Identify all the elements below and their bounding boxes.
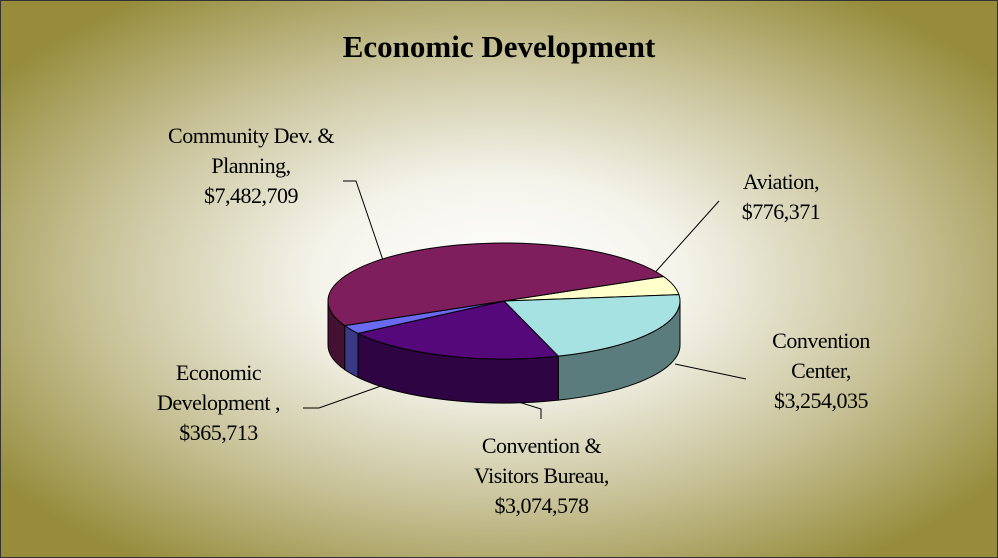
leader-line [343, 180, 387, 270]
category-label: Aviation, [742, 169, 820, 194]
slice-label: Economic Development , $365,713 [136, 358, 301, 448]
category-label: Convention Center, [772, 328, 870, 383]
leader-line [303, 385, 382, 409]
value-label: $365,713 [179, 420, 258, 445]
category-label: Convention & Visitors Bureau, [474, 433, 609, 488]
slice-label: Aviation, $776,371 [701, 167, 861, 227]
value-label: $7,482,709 [204, 183, 299, 208]
slice-label: Convention & Visitors Bureau, $3,074,578 [449, 431, 634, 521]
leader-lines [303, 180, 747, 419]
slice-label: Convention Center, $3,254,035 [751, 326, 891, 416]
value-label: $3,254,035 [774, 388, 869, 413]
category-label: Economic Development , [156, 360, 281, 415]
slice [327, 242, 665, 327]
slice [502, 294, 681, 357]
category-label: Community Dev. & Planning, [168, 123, 334, 178]
leader-line [650, 200, 720, 278]
chart-title: Economic Development [342, 29, 656, 64]
value-label: $776,371 [741, 199, 821, 224]
leader-line [674, 363, 747, 380]
slice [356, 300, 560, 360]
value-label: $3,074,578 [494, 493, 590, 518]
slice-label: Community Dev. & Planning, $7,482,709 [161, 121, 341, 211]
slice-side [344, 324, 359, 379]
